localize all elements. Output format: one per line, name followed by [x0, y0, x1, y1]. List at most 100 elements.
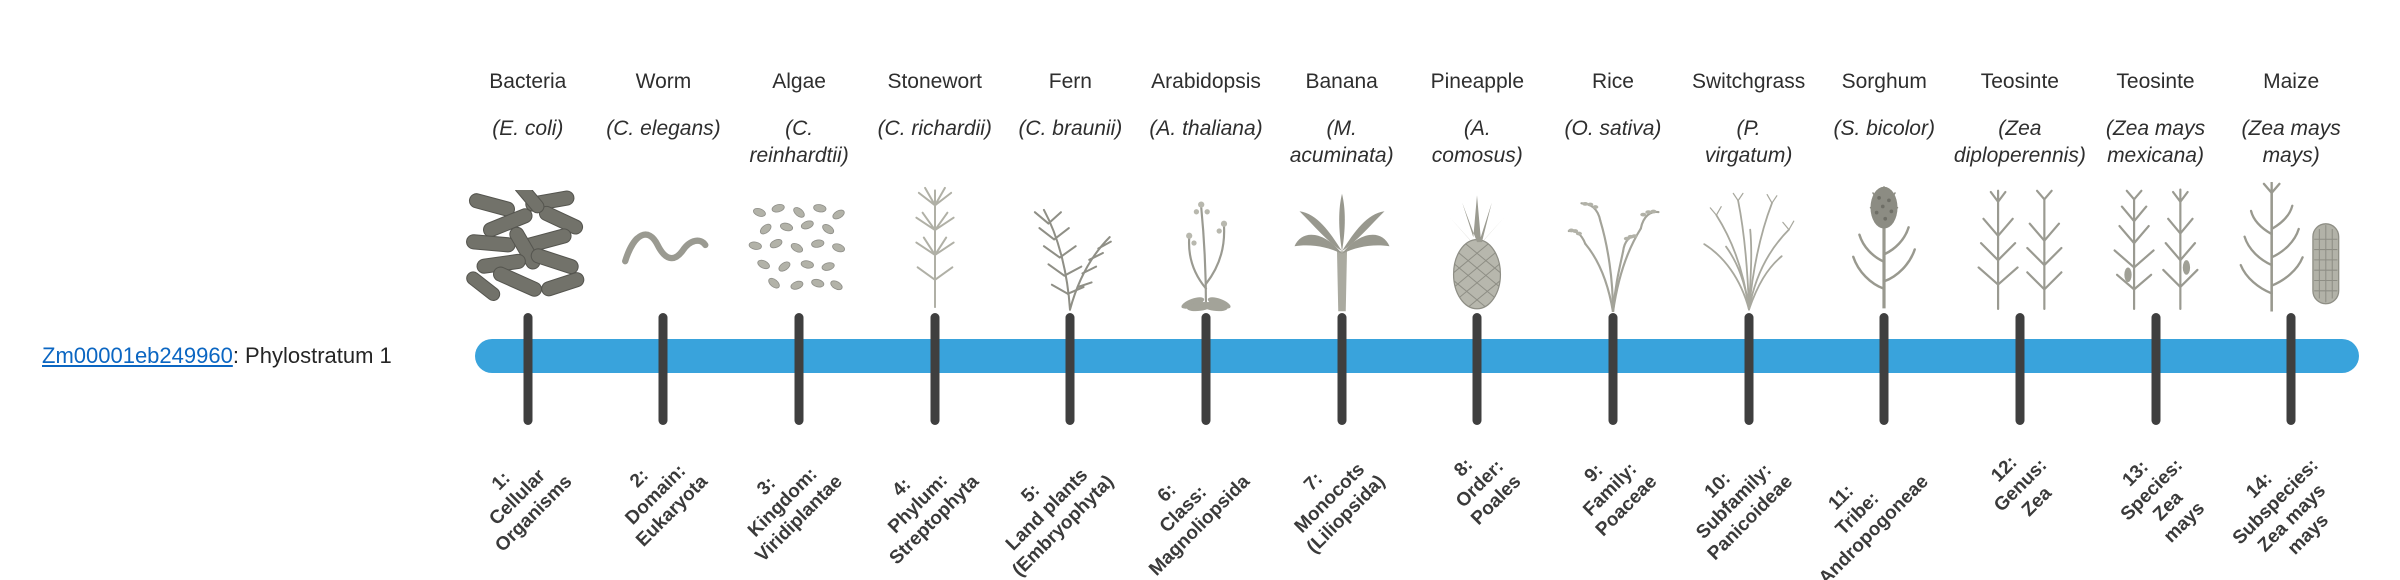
phylostratum-tick — [1201, 313, 1211, 425]
phylostratum-tick — [1065, 313, 1075, 425]
phylostratum-tick — [1744, 313, 1754, 425]
phylostratum-tick — [1879, 313, 1889, 425]
phylostratum-label: 13: Species: Zea mays — [2117, 454, 2210, 548]
organism-column-worm: Worm (C. elegans) 2: Domain: Eukaryota — [596, 0, 732, 580]
phylostratum-label: 9: Family: Poaceae — [1579, 458, 1662, 541]
stonewort-icon — [915, 186, 955, 309]
teosinte-diploperennis-icon — [1977, 189, 2063, 310]
organism-common-name: Algae — [772, 70, 826, 93]
organism-column-stonewort: Stonewort (C. richardii) 4: Phylum: Stre… — [867, 0, 1003, 580]
organism-column-pineapple: Pineapple (A. comosus) — [1409, 0, 1545, 580]
bacteria-icon — [465, 190, 585, 301]
organism-illustration — [460, 172, 596, 312]
organism-scientific-name: (P. virgatum) — [1704, 117, 1793, 167]
organism-illustration — [1138, 172, 1274, 312]
rice-icon — [1567, 202, 1660, 312]
organism-illustration — [1681, 172, 1817, 312]
organism-scientific-name: (Zea diploperennis) — [1953, 117, 2086, 167]
organism-column-switchgrass: Switchgrass (P. virgatum) — [1681, 0, 1817, 580]
organism-common-name: Switchgrass — [1691, 70, 1806, 93]
phylostratum-label: 12: Genus: Zea — [1987, 452, 2057, 521]
organism-common-name: Teosinte — [2116, 70, 2195, 93]
organism-illustration — [1003, 172, 1139, 312]
organism-scientific-name: (O. sativa) — [1564, 117, 1662, 140]
algae-icon — [748, 203, 846, 291]
organism-common-name: Pineapple — [1430, 70, 1525, 93]
phylostratum-label: 14: Subspecies: Zea mays mays — [2228, 454, 2334, 560]
phylostratum-tick — [658, 313, 668, 425]
worm-icon — [622, 231, 709, 265]
organism-common-name: Worm — [635, 70, 692, 93]
phylostratum-label: 10: Subfamily: Panicoideae — [1692, 459, 1797, 565]
maize-icon — [2239, 182, 2340, 312]
organism-illustration — [596, 172, 732, 312]
switchgrass-icon — [1702, 192, 1794, 311]
organism-illustration — [867, 172, 1003, 312]
organism-common-name: Maize — [2263, 70, 2320, 93]
organism-column-bacteria: Bacteria (E. coli) — [460, 0, 596, 580]
phylostratum-bar — [475, 339, 2359, 373]
organism-column-algae: Algae (C. reinhardtii) — [731, 0, 867, 580]
phylostratum-label: 3: Kingdom: Viridiplantae — [744, 463, 848, 567]
organism-scientific-name: (M. acuminata) — [1289, 117, 1394, 167]
banana-icon — [1294, 193, 1390, 312]
organism-illustration — [1409, 172, 1545, 312]
organism-scientific-name: (A. comosus) — [1431, 117, 1523, 167]
organism-illustration — [1545, 172, 1681, 312]
organism-scientific-name: (Zea mays mexicana) — [2105, 117, 2206, 167]
phylostratum-label: 7: Monocots (Liliopsida) — [1291, 459, 1390, 558]
gene-id-link[interactable]: Zm00001eb249960 — [42, 343, 233, 368]
sorghum-icon — [1852, 186, 1917, 309]
phylostratum-label: 1: Cellular Organisms — [485, 465, 576, 557]
organism-illustration — [1274, 172, 1410, 312]
organism-columns: Bacteria (E. coli) — [460, 0, 2359, 580]
organism-illustration — [1952, 172, 2088, 312]
phylostratum-label: 4: Phylum: Streptophyta — [883, 469, 983, 569]
organism-scientific-name: (C. richardii) — [877, 117, 992, 140]
phylostratum-tick — [2286, 313, 2296, 425]
organism-column-rice: Rice (O. sativa) — [1545, 0, 1681, 580]
phylostratum-tick — [794, 313, 804, 425]
pineapple-icon — [1450, 195, 1505, 310]
organism-illustration — [2088, 172, 2224, 312]
organism-common-name: Sorghum — [1841, 70, 1927, 93]
organism-scientific-name: (C. elegans) — [606, 117, 721, 140]
organism-common-name: Bacteria — [489, 70, 567, 93]
organism-scientific-name: (S. bicolor) — [1833, 117, 1935, 140]
organism-illustration — [1816, 172, 1952, 312]
gene-label: Zm00001eb249960: Phylostratum 1 — [42, 339, 392, 373]
organism-column-maize: Maize (Zea mays mays) — [2223, 0, 2359, 580]
phylostratum-label: 2: Domain: Eukaryota — [621, 460, 712, 552]
organism-common-name: Fern — [1048, 70, 1092, 93]
organism-illustration — [731, 172, 867, 312]
fern-icon — [1034, 208, 1113, 311]
organism-common-name: Banana — [1305, 70, 1378, 93]
arabidopsis-icon — [1181, 201, 1231, 312]
organism-common-name: Teosinte — [1980, 70, 2059, 93]
organism-illustration — [2223, 172, 2359, 312]
organism-column-teosinte-mexicana: Teosinte (Zea mays mexicana) — [2088, 0, 2224, 580]
phylostratum-tick — [2015, 313, 2025, 425]
phylostratum-tick — [1472, 313, 1482, 425]
organism-column-sorghum: Sorghum (S. bicolor) — [1814, 0, 1952, 580]
phylostratum-tick — [1337, 313, 1347, 425]
phylostratum-tick — [1608, 313, 1618, 425]
organism-common-name: Rice — [1591, 70, 1634, 93]
organism-column-fern: Fern (C. braunii) 5: La — [1002, 0, 1139, 580]
phylostratum-tick — [523, 313, 533, 425]
organism-common-name: Arabidopsis — [1151, 70, 1261, 93]
organism-scientific-name: (C. braunii) — [1018, 117, 1123, 140]
teosinte-mexicana-icon — [2113, 188, 2198, 310]
gene-label-suffix: : Phylostratum 1 — [232, 343, 392, 368]
phylostratum-label: 8: Order: Poales — [1450, 454, 1526, 530]
organism-scientific-name: (Zea mays mays) — [2241, 117, 2341, 167]
organism-column-teosinte-diploperennis: Teosinte (Zea diploperennis) 12: Genus: … — [1952, 0, 2088, 580]
organism-scientific-name: (A. thaliana) — [1149, 117, 1263, 140]
organism-scientific-name: (C. reinhardtii) — [749, 117, 849, 167]
organism-column-arabidopsis: Arabidopsis (A. thaliana) — [1138, 0, 1274, 580]
phylostratum-tick — [930, 313, 940, 425]
organism-scientific-name: (E. coli) — [492, 117, 564, 140]
organism-column-banana: Banana (M. acuminata) 7: Monocots (Lilio… — [1274, 0, 1410, 580]
phylostratum-tick — [2151, 313, 2160, 425]
